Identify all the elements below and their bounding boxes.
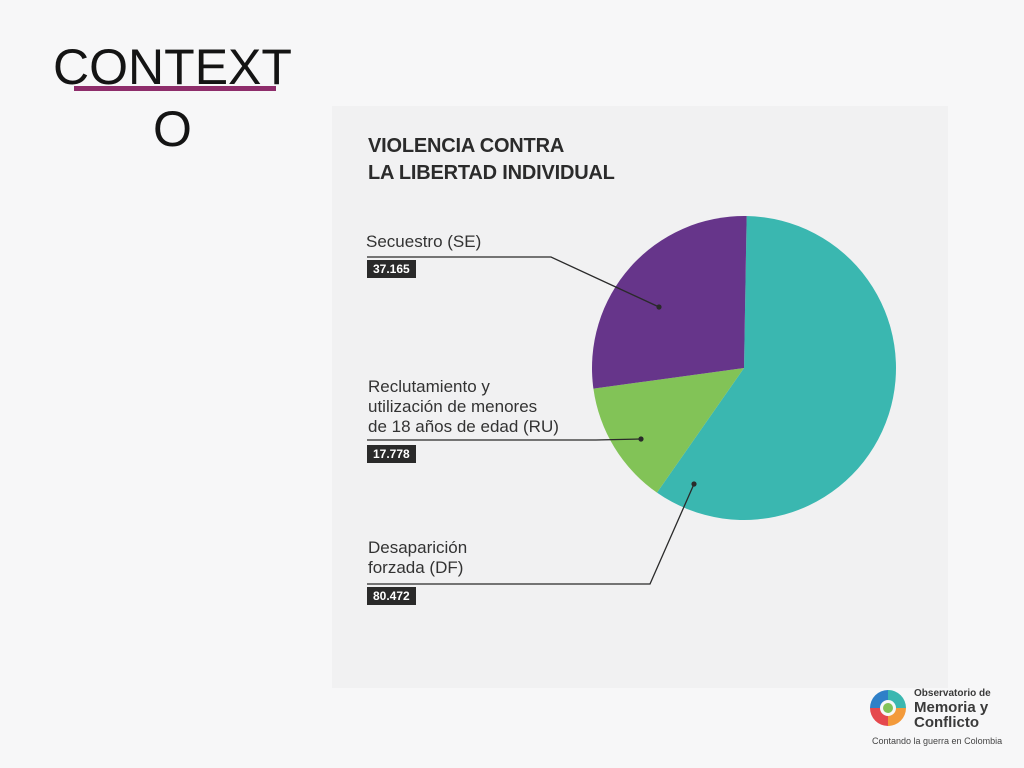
label-secuestro: Secuestro (SE): [366, 232, 481, 252]
logo-name: Observatorio de Memoria y Conflicto: [914, 688, 1010, 730]
leader-dot-secuestro: [656, 304, 662, 310]
label-desaparicion: Desaparición forzada (DF): [368, 538, 467, 578]
leader-dot-reclutamiento: [638, 436, 644, 442]
value-badge-desaparicion: 80.472: [367, 587, 416, 605]
slide-title-line1: CONTEXT: [53, 39, 292, 95]
logo-name-line2: Memoria y: [914, 699, 989, 716]
pie-slice-desaparicion: [656, 216, 897, 521]
pie-slice-secuestro: [592, 216, 747, 389]
chart-title-line2: LA LIBERTAD INDIVIDUAL: [368, 162, 615, 184]
observatorio-ring-logo-icon: [870, 690, 906, 726]
slide-title-line2: O: [153, 101, 192, 157]
value-badge-secuestro: 37.165: [367, 260, 416, 278]
chart-title-line1: VIOLENCIA CONTRA: [368, 135, 565, 157]
slide-title: CONTEXT O: [40, 36, 305, 160]
label-reclutamiento-line1: Reclutamiento y: [368, 377, 490, 396]
label-desaparicion-line2: forzada (DF): [368, 558, 464, 577]
leader-line-reclutamiento: [367, 438, 642, 441]
pie-slice-reclutamiento: [593, 368, 744, 493]
chart-title: VIOLENCIA CONTRA LA LIBERTAD INDIVIDUAL: [368, 133, 615, 187]
label-desaparicion-line1: Desaparición: [368, 538, 468, 557]
leader-dot-desaparicion: [691, 481, 697, 487]
label-reclutamiento-line3: de 18 años de edad (RU): [368, 417, 559, 436]
logo-tagline: Contando la guerra en Colombia: [872, 736, 1003, 746]
label-reclutamiento-line2: utilización de menores: [368, 397, 538, 416]
leader-line-desaparicion: [367, 483, 695, 585]
value-badge-reclutamiento: 17.778: [367, 445, 416, 463]
label-secuestro-line: Secuestro (SE): [366, 232, 482, 251]
logo-name-line1: Observatorio de: [914, 688, 991, 699]
logo-name-line3: Conflicto: [914, 714, 979, 731]
observatorio-logo: Observatorio de Memoria y Conflicto Cont…: [868, 688, 1008, 748]
leader-line-secuestro: [367, 256, 660, 308]
label-reclutamiento: Reclutamiento y utilización de menores d…: [368, 377, 559, 437]
title-underline: [74, 86, 276, 91]
